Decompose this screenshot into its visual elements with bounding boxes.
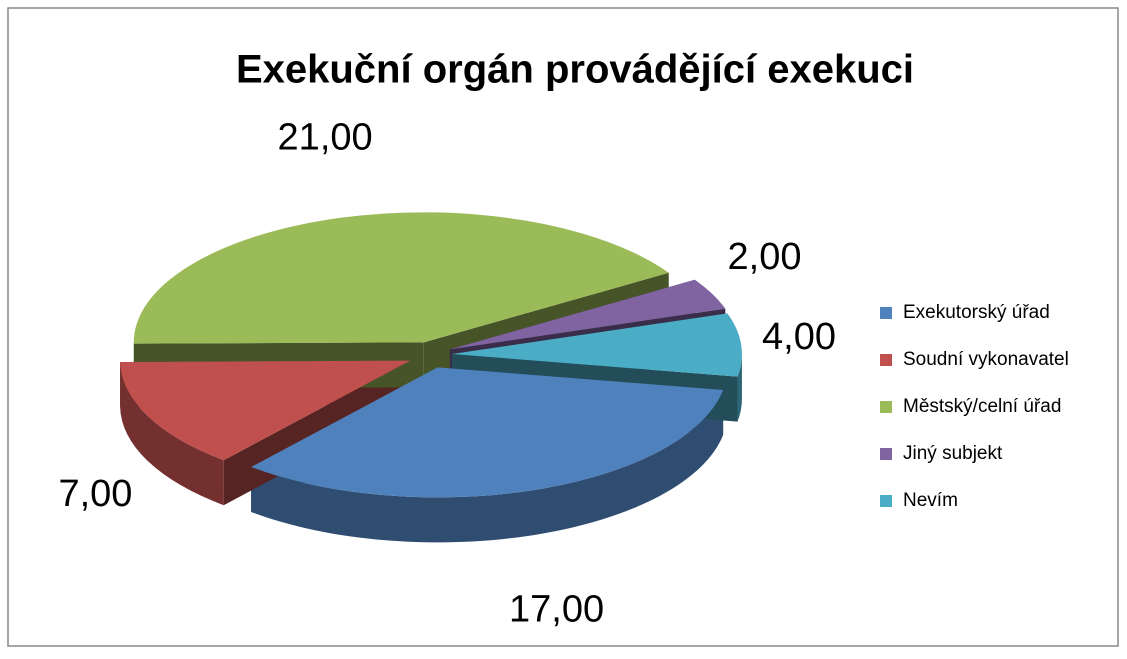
legend-swatch xyxy=(880,495,892,507)
legend-swatch xyxy=(880,401,892,413)
legend-label: Exekutorský úřad xyxy=(903,302,1050,323)
data-label: 21,00 xyxy=(278,116,373,158)
legend-swatch xyxy=(880,354,892,366)
data-label: 4,00 xyxy=(762,316,836,358)
legend-label: Soudní vykonavatel xyxy=(903,349,1069,370)
data-label: 7,00 xyxy=(58,473,132,515)
chart-title: Exekuční orgán provádějící exekuci xyxy=(236,48,914,92)
data-label: 17,00 xyxy=(509,588,604,630)
legend-swatch xyxy=(880,448,892,460)
data-label: 2,00 xyxy=(728,236,802,278)
legend-swatch xyxy=(880,307,892,319)
legend-label: Městský/celní úřad xyxy=(903,396,1061,417)
legend-label: Nevím xyxy=(903,490,958,511)
legend-label: Jiný subjekt xyxy=(903,443,1003,464)
